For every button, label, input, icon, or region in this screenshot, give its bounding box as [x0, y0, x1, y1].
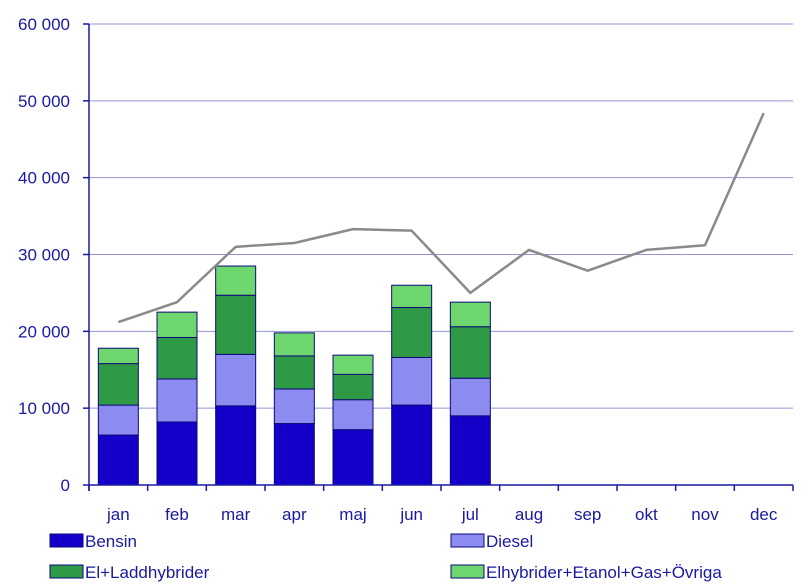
y-tick-label: 10 000 [18, 399, 70, 418]
y-axis-ticks: 0 10 000 20 000 30 000 40 000 50 000 60 000 [18, 15, 70, 495]
x-tick-label: apr [282, 505, 307, 524]
bar-segment [97, 363, 139, 406]
line-series [117, 112, 765, 324]
y-tick-label: 20 000 [18, 322, 70, 341]
bar-series [97, 265, 491, 486]
y-tick-label: 0 [61, 476, 70, 495]
x-tick-label: mar [221, 505, 251, 524]
bar-segment [332, 373, 374, 401]
bar-segment [156, 336, 198, 380]
x-tick-label: maj [339, 505, 366, 524]
x-axis-ticks: jan feb mar apr maj jun jul aug sep okt nov dec [106, 505, 778, 524]
bar-segment [97, 434, 139, 486]
bar-segment [97, 347, 139, 365]
series-line [117, 112, 765, 324]
bar-segment [332, 354, 374, 375]
gridlines [89, 23, 793, 409]
bar-segment [449, 301, 491, 328]
bar-segment [215, 353, 257, 407]
legend: Bensin Diesel El+Laddhybrider Elhybrider+Et… [49, 532, 722, 582]
legend-swatch [450, 533, 485, 548]
axes [83, 23, 794, 491]
bar-segment [273, 388, 315, 425]
y-tick-label: 60 000 [18, 15, 70, 34]
legend-label: Elhybrider+Etanol+Gas+Övriga [486, 563, 722, 582]
bar-segment [391, 356, 433, 406]
bar-segment [391, 404, 433, 486]
x-tick-label: okt [635, 505, 658, 524]
bar-segment [332, 429, 374, 486]
bar-segment [391, 307, 433, 358]
x-tick-label: feb [165, 505, 189, 524]
bar-segment [273, 423, 315, 486]
x-tick-label: jul [461, 505, 479, 524]
x-tick-label: jun [399, 505, 423, 524]
bar-segment [215, 405, 257, 486]
bar-segment [273, 332, 315, 357]
legend-swatch [49, 564, 84, 579]
y-tick-label: 30 000 [18, 246, 70, 265]
bar-segment [273, 355, 315, 390]
bar-segment [156, 311, 198, 338]
x-tick-label: jan [106, 505, 130, 524]
bar-segment [215, 294, 257, 355]
bar-segment [449, 377, 491, 417]
x-tick-label: sep [574, 505, 601, 524]
legend-label: El+Laddhybrider [85, 563, 210, 582]
x-tick-label: aug [515, 505, 543, 524]
y-tick-label: 40 000 [18, 169, 70, 188]
bar-segment [449, 326, 491, 379]
legend-swatch [450, 564, 485, 579]
y-tick-label: 50 000 [18, 92, 70, 111]
legend-swatch [49, 533, 84, 548]
x-tick-label: nov [691, 505, 719, 524]
x-tick-label: dec [750, 505, 778, 524]
bar-segment [449, 415, 491, 486]
bar-segment [97, 404, 139, 436]
bar-segment [391, 284, 433, 309]
bar-segment [215, 265, 257, 296]
legend-label: Diesel [486, 532, 533, 551]
bar-segment [156, 378, 198, 423]
bar-segment [332, 399, 374, 431]
legend-label: Bensin [85, 532, 137, 551]
bar-segment [156, 421, 198, 486]
